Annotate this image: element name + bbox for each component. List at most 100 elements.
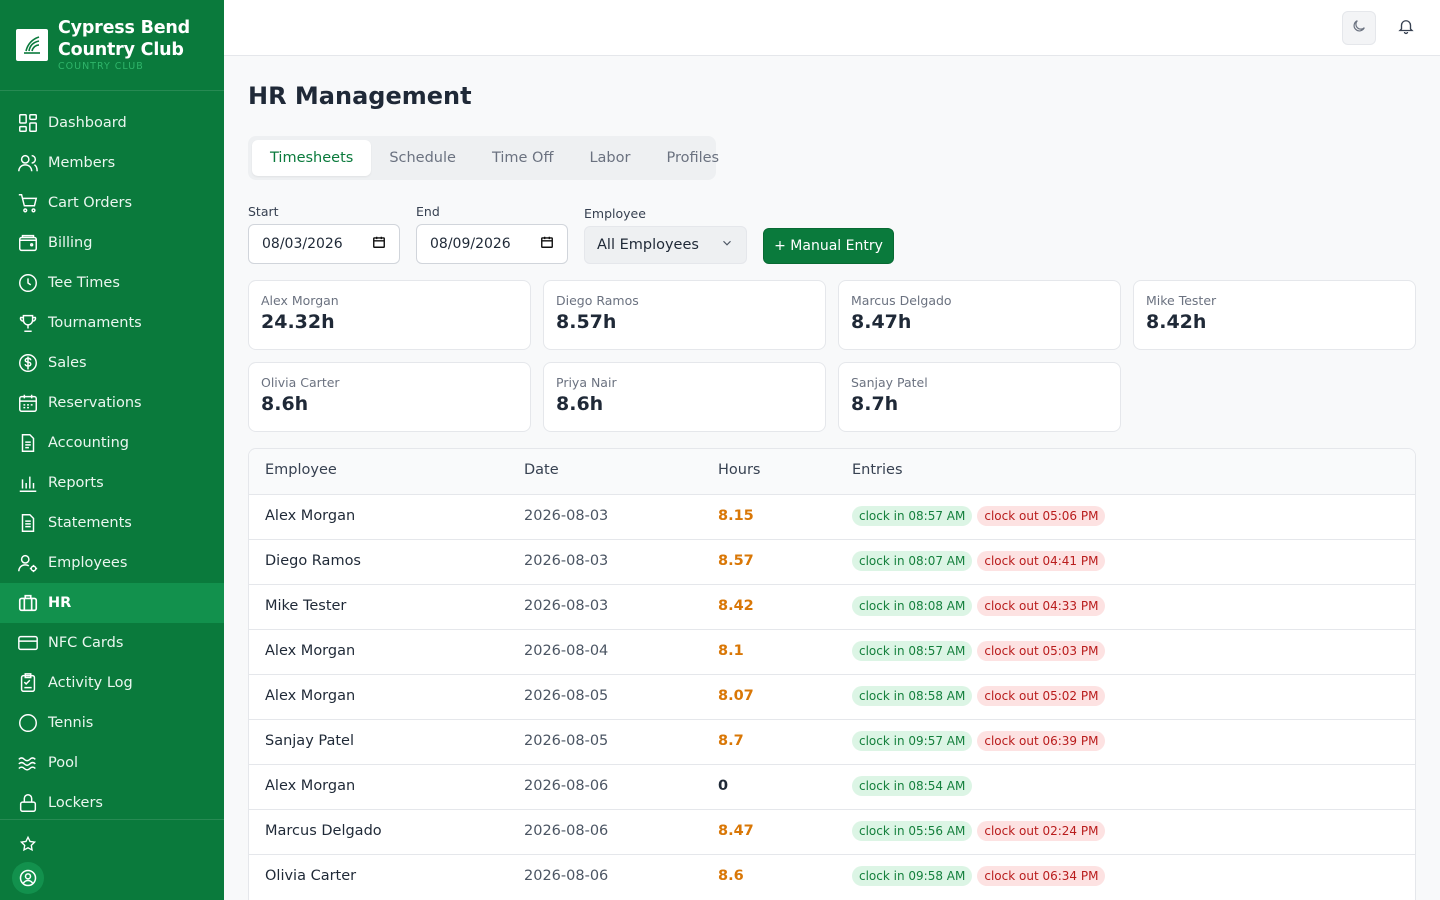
tab-schedule[interactable]: Schedule [389, 150, 456, 166]
end-date-value: 08/09/2026 [430, 236, 511, 252]
sidebar-item-label: Reservations [48, 395, 142, 411]
sidebar-item-label: Tournaments [48, 315, 142, 331]
bar-chart-icon [16, 471, 40, 495]
sidebar-item-accounting[interactable]: Accounting [0, 423, 224, 463]
sidebar-item-tee-times[interactable]: Tee Times [0, 263, 224, 303]
sidebar-item-employees[interactable]: Employees [0, 543, 224, 583]
tennis-ball-icon [16, 711, 40, 735]
calendar-picker-icon[interactable] [372, 235, 386, 253]
clock-in-badge: clock in 08:08 AM [852, 596, 973, 616]
row-employee: Mike Tester [265, 598, 347, 614]
row-date: 2026-08-06 [524, 868, 609, 884]
row-date: 2026-08-03 [524, 508, 609, 524]
sidebar-item-tournaments[interactable]: Tournaments [0, 303, 224, 343]
clock-out-badge: clock out 04:41 PM [977, 551, 1106, 571]
summary-hours: 8.42h [1146, 311, 1207, 333]
wallet-icon [16, 231, 40, 255]
row-date: 2026-08-05 [524, 733, 609, 749]
table-row[interactable]: Alex Morgan 2026-08-03 8.15 clock in 08:… [249, 494, 1415, 539]
theme-toggle-button[interactable] [1342, 11, 1376, 45]
row-employee: Sanjay Patel [265, 733, 354, 749]
tab-labor[interactable]: Labor [589, 150, 631, 166]
user-gear-icon [16, 551, 40, 575]
trophy-icon [16, 311, 40, 335]
row-date: 2026-08-05 [524, 688, 609, 704]
sidebar-item-label: Reports [48, 475, 104, 491]
column-header-date: Date [524, 462, 559, 478]
row-entries: clock in 08:57 AM clock out 05:06 PM [852, 506, 1106, 526]
sidebar-item-pool[interactable]: Pool [0, 743, 224, 783]
club-logo[interactable] [16, 29, 48, 61]
sidebar-item-billing[interactable]: Billing [0, 223, 224, 263]
calendar-picker-icon[interactable] [540, 235, 554, 253]
row-employee: Alex Morgan [265, 508, 356, 524]
summary-card: Priya Nair 8.6h [543, 362, 826, 432]
tab-timesheets[interactable]: Timesheets [252, 140, 372, 176]
table-row[interactable]: Alex Morgan 2026-08-06 0 clock in 08:54 … [249, 764, 1415, 809]
sidebar-item-lockers[interactable]: Lockers [0, 783, 224, 823]
sidebar-item-reports[interactable]: Reports [0, 463, 224, 503]
moon-icon [1351, 18, 1367, 38]
sidebar-item-reservations[interactable]: Reservations [0, 383, 224, 423]
start-date-input[interactable]: 08/03/2026 [248, 224, 400, 264]
table-header: Employee Date Hours Entries [249, 449, 1415, 494]
row-date: 2026-08-03 [524, 553, 609, 569]
start-date-value: 08/03/2026 [262, 236, 343, 252]
clock-icon [16, 271, 40, 295]
sidebar-item-nfc-cards[interactable]: NFC Cards [0, 623, 224, 663]
summary-hours: 8.7h [851, 393, 899, 415]
row-entries: clock in 08:58 AM clock out 05:02 PM [852, 686, 1106, 706]
tab-time-off[interactable]: Time Off [491, 150, 554, 166]
brand: Cypress Bend Country Club COUNTRY CLUB [0, 0, 224, 91]
row-date: 2026-08-06 [524, 778, 609, 794]
table-row[interactable]: Olivia Carter 2026-08-06 8.6 clock in 09… [249, 854, 1415, 899]
sidebar-item-cart-orders[interactable]: Cart Orders [0, 183, 224, 223]
star-icon[interactable] [19, 835, 37, 857]
row-entries: clock in 09:57 AM clock out 06:39 PM [852, 731, 1106, 751]
summary-employee-name: Diego Ramos [556, 293, 639, 308]
end-date-input[interactable]: 08/09/2026 [416, 224, 568, 264]
row-employee: Alex Morgan [265, 778, 356, 794]
bell-icon [1397, 17, 1415, 39]
sidebar-item-dashboard[interactable]: Dashboard [0, 103, 224, 143]
summary-employee-name: Priya Nair [556, 375, 617, 390]
row-employee: Marcus Delgado [265, 823, 382, 839]
sidebar-item-label: Sales [48, 355, 87, 371]
notifications-button[interactable] [1389, 11, 1423, 45]
clipboard-icon [16, 671, 40, 695]
sidebar-item-sales[interactable]: Sales [0, 343, 224, 383]
sidebar-item-label: HR [48, 595, 72, 611]
calendar-icon [16, 391, 40, 415]
sidebar-item-statements[interactable]: Statements [0, 503, 224, 543]
sidebar-item-label: Members [48, 155, 116, 171]
sidebar-item-activity-log[interactable]: Activity Log [0, 663, 224, 703]
row-entries: clock in 08:08 AM clock out 04:33 PM [852, 596, 1106, 616]
sidebar-item-hr[interactable]: HR [0, 583, 224, 623]
manual-entry-button[interactable]: + Manual Entry [763, 228, 894, 264]
sidebar-item-label: Cart Orders [48, 195, 133, 211]
table-row[interactable]: Marcus Delgado 2026-08-06 8.47 clock in … [249, 809, 1415, 854]
sidebar-item-label: Billing [48, 235, 93, 251]
summary-card: Olivia Carter 8.6h [248, 362, 531, 432]
sidebar-item-tennis[interactable]: Tennis [0, 703, 224, 743]
summary-employee-name: Marcus Delgado [851, 293, 952, 308]
table-row[interactable]: Alex Morgan 2026-08-05 8.07 clock in 08:… [249, 674, 1415, 719]
table-row[interactable]: Sanjay Patel 2026-08-05 8.7 clock in 09:… [249, 719, 1415, 764]
summary-hours: 8.47h [851, 311, 912, 333]
row-entries: clock in 09:58 AM clock out 06:34 PM [852, 866, 1106, 886]
summary-hours: 24.32h [261, 311, 335, 333]
sidebar-item-label: Employees [48, 555, 128, 571]
summary-hours: 8.6h [556, 393, 604, 415]
table-row[interactable]: Diego Ramos 2026-08-03 8.57 clock in 08:… [249, 539, 1415, 584]
employee-select[interactable]: All Employees [584, 226, 747, 264]
table-row[interactable]: Alex Morgan 2026-08-04 8.1 clock in 08:5… [249, 629, 1415, 674]
club-name-line1: Cypress Bend [58, 18, 190, 38]
tab-profiles[interactable]: Profiles [666, 150, 720, 166]
column-header-hours: Hours [718, 462, 761, 478]
sidebar-item-members[interactable]: Members [0, 143, 224, 183]
sidebar-item-label: Tennis [48, 715, 94, 731]
table-row[interactable]: Mike Tester 2026-08-03 8.42 clock in 08:… [249, 584, 1415, 629]
summary-hours: 8.57h [556, 311, 617, 333]
user-avatar[interactable] [12, 862, 44, 894]
sidebar-item-label: Activity Log [48, 675, 133, 691]
